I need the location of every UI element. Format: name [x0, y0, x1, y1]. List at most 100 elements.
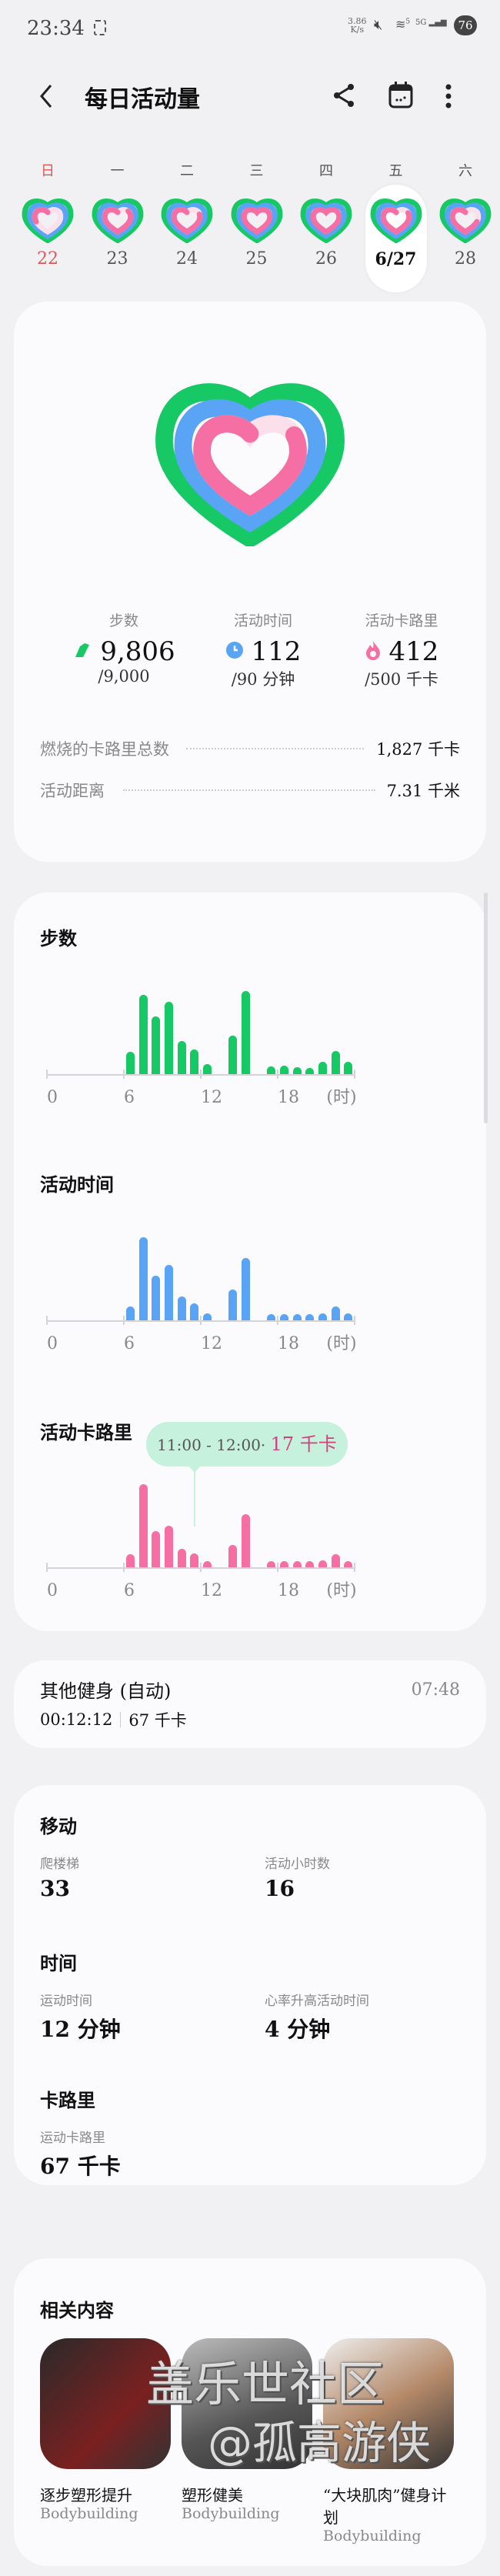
chart-title: 活动卡路里: [40, 1421, 132, 1443]
bar-hour-10[interactable]: [177, 1549, 186, 1567]
related-item-subtitle: Bodybuilding: [323, 2528, 422, 2544]
bar-hour-7[interactable]: [138, 1237, 148, 1320]
x-tick: [354, 1069, 356, 1079]
signal-icon: 5G ▂▄▆: [415, 18, 447, 27]
weekday-label: 二: [180, 163, 194, 179]
x-unit-label: (时): [326, 1334, 357, 1353]
bar-hour-7[interactable]: [138, 995, 148, 1074]
bar-hour-23[interactable]: [344, 1313, 353, 1320]
wifi-icon: ≋5: [395, 17, 411, 32]
bar-hour-6[interactable]: [125, 1051, 135, 1074]
bar-hour-11[interactable]: [190, 1553, 199, 1567]
bar-hour-14[interactable]: [228, 1544, 238, 1567]
scrollbar[interactable]: [484, 893, 488, 1123]
bar-hour-17[interactable]: [267, 1314, 276, 1320]
stat-goal: /500 千卡: [365, 670, 438, 689]
x-tick: [123, 1069, 125, 1079]
x-tick-label: 12: [201, 1088, 223, 1107]
bar-hour-6[interactable]: [125, 1554, 135, 1567]
share-icon[interactable]: [332, 83, 355, 108]
bar-hour-18[interactable]: [279, 1066, 288, 1074]
bar-hour-15[interactable]: [241, 1258, 250, 1320]
day-1[interactable]: 一 23: [87, 163, 148, 292]
bar-hour-19[interactable]: [292, 1314, 302, 1320]
bar-hour-9[interactable]: [164, 1001, 173, 1074]
tooltip-range: 11:00 - 12:00: [157, 1436, 261, 1454]
summary-row: 活动距离 7.31 千米: [40, 779, 460, 802]
detail-value: 67 千卡: [40, 2154, 121, 2179]
bar-hour-6[interactable]: [125, 1306, 135, 1320]
day-date: 24: [176, 249, 198, 269]
bar-hour-7[interactable]: [138, 1484, 148, 1567]
bar-hour-12[interactable]: [202, 1063, 212, 1074]
tooltip-value: 17 千卡: [270, 1433, 337, 1455]
bar-hour-21[interactable]: [318, 1062, 327, 1074]
bar-hour-17[interactable]: [267, 1561, 276, 1567]
bar-hour-17[interactable]: [267, 1066, 276, 1074]
bar-hour-19[interactable]: [292, 1067, 302, 1074]
bar-hour-12[interactable]: [202, 1313, 212, 1320]
bar-hour-19[interactable]: [292, 1561, 302, 1567]
day-6[interactable]: 六 28: [435, 163, 496, 292]
row-value: 7.31 千米: [386, 782, 460, 800]
back-icon[interactable]: [38, 83, 54, 109]
weekday-label: 四: [319, 163, 333, 179]
bar-hour-9[interactable]: [164, 1265, 173, 1320]
bar-hour-10[interactable]: [177, 1040, 186, 1074]
bar-hour-14[interactable]: [228, 1289, 238, 1320]
bar-hour-21[interactable]: [318, 1313, 327, 1320]
x-tick: [277, 1069, 279, 1079]
bar-hour-14[interactable]: [228, 1036, 238, 1074]
bar-hour-8[interactable]: [152, 1275, 161, 1320]
bar-hour-12[interactable]: [202, 1561, 212, 1567]
bar-hour-21[interactable]: [318, 1560, 327, 1567]
row-label: 燃烧的卡路里总数: [40, 740, 169, 759]
related-item[interactable]: 塑形健美 Bodybuilding: [182, 2338, 312, 2522]
stat-1: 活动时间 112 /90 分钟: [198, 609, 328, 690]
day-3[interactable]: 三 25: [226, 163, 288, 292]
bar-hour-18[interactable]: [279, 1561, 288, 1567]
x-tick: [46, 1563, 48, 1572]
bar-hour-22[interactable]: [331, 1306, 340, 1320]
related-item-title: “大块肌肉”健身计划: [323, 2486, 447, 2527]
x-tick: [46, 1069, 48, 1079]
calendar-icon[interactable]: [388, 81, 413, 108]
x-tick-label: 18: [278, 1088, 300, 1107]
related-title: 相关内容: [40, 2299, 114, 2321]
week-selector: 日 22 一 23 二 24 三 25 四 26 五 6/27 六 28: [0, 163, 500, 292]
bar-hour-20[interactable]: [305, 1067, 315, 1074]
more-icon[interactable]: [445, 83, 452, 109]
x-tick: [200, 1563, 202, 1572]
bar-hour-22[interactable]: [331, 1051, 340, 1074]
bar-hour-11[interactable]: [190, 1303, 199, 1320]
x-tick-label: 0: [47, 1334, 58, 1353]
bar-hour-23[interactable]: [344, 1560, 353, 1567]
bar-hour-20[interactable]: [305, 1314, 315, 1320]
bar-hour-10[interactable]: [177, 1296, 186, 1320]
bar-hour-15[interactable]: [241, 991, 250, 1074]
bar-hour-8[interactable]: [152, 1016, 161, 1074]
day-5[interactable]: 五 6/27: [365, 163, 427, 292]
net-speed: 3.86 K/s: [348, 16, 367, 35]
bar-hour-20[interactable]: [305, 1561, 315, 1567]
day-date: 25: [245, 249, 268, 269]
stat-value: 112: [251, 636, 302, 667]
related-item[interactable]: “大块肌肉”健身计划 Bodybuilding: [323, 2338, 454, 2544]
bar-hour-22[interactable]: [331, 1554, 340, 1567]
day-4[interactable]: 四 26: [295, 163, 357, 292]
bar-hour-15[interactable]: [241, 1514, 250, 1567]
x-tick-label: 12: [201, 1581, 223, 1600]
bar-hour-18[interactable]: [279, 1314, 288, 1320]
day-0[interactable]: 日 22: [17, 163, 78, 292]
bar-hour-8[interactable]: [152, 1531, 161, 1567]
steps-ring: [439, 199, 492, 244]
bar-hour-23[interactable]: [344, 1062, 353, 1074]
bar-hour-9[interactable]: [164, 1526, 173, 1567]
day-2[interactable]: 二 24: [156, 163, 218, 292]
related-item[interactable]: 逐步塑形提升 Bodybuilding: [40, 2338, 171, 2522]
bar-hour-11[interactable]: [190, 1049, 199, 1074]
active-time-ring: [174, 399, 326, 532]
calories-ring: [102, 207, 133, 235]
workout-card[interactable]: 其他健身 (自动) 00:12:12 67 千卡 07:48: [14, 1660, 486, 1748]
clock-icon: [225, 641, 244, 662]
